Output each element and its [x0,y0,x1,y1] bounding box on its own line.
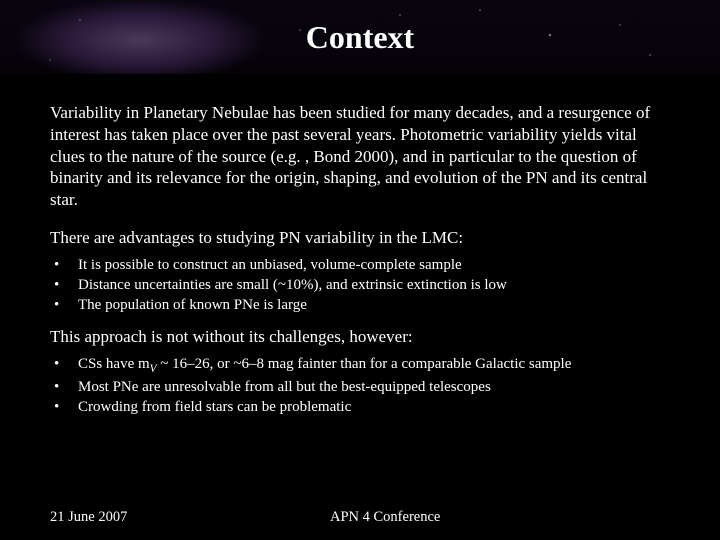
footer-date: 21 June 2007 [0,509,300,526]
list-item-text: It is possible to construct an unbiased,… [78,255,670,275]
header-band: Context [0,0,720,74]
challenges-list: •CSs have mV ~ 16–26, or ~6–8 mag fainte… [50,354,670,418]
list-item: •Crowding from field stars can be proble… [50,397,670,417]
list-item-text: CSs have mV ~ 16–26, or ~6–8 mag fainter… [78,354,670,377]
list-item-text: Distance uncertainties are small (~10%),… [78,275,670,295]
list-item: •Distance uncertainties are small (~10%)… [50,275,670,295]
list-item: •The population of known PNe is large [50,295,670,315]
footer: 21 June 2007 APN 4 Conference [0,509,720,526]
list-item-text: Crowding from field stars can be problem… [78,397,670,417]
list-item: •CSs have mV ~ 16–26, or ~6–8 mag fainte… [50,354,670,377]
list-item: •Most PNe are unresolvable from all but … [50,377,670,397]
list-item-text: Most PNe are unresolvable from all but t… [78,377,670,397]
slide-title: Context [306,19,414,56]
intro-paragraph: Variability in Planetary Nebulae has bee… [50,102,670,211]
advantages-lead: There are advantages to studying PN vari… [50,227,670,249]
list-item-text: The population of known PNe is large [78,295,670,315]
footer-conference: APN 4 Conference [300,509,720,526]
slide-content: Variability in Planetary Nebulae has bee… [0,74,720,417]
challenges-lead: This approach is not without its challen… [50,326,670,348]
advantages-list: •It is possible to construct an unbiased… [50,255,670,316]
list-item: •It is possible to construct an unbiased… [50,255,670,275]
